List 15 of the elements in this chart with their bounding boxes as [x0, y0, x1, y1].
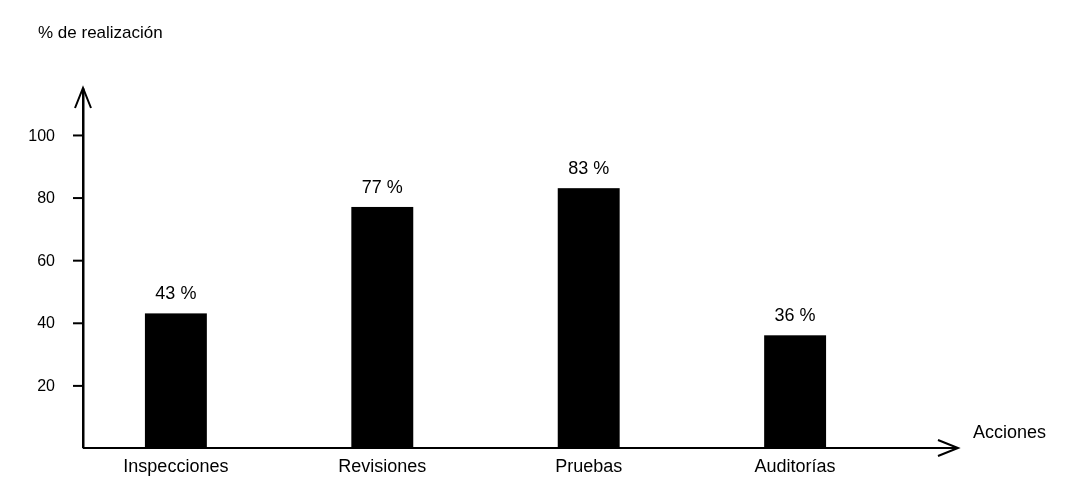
x-axis-title: Acciones — [973, 422, 1047, 442]
x-tick-label: Pruebas — [555, 456, 623, 476]
y-tick-label: 20 — [37, 377, 56, 395]
data-label: 77 % — [361, 176, 403, 197]
y-tick-label: 80 — [37, 189, 56, 207]
y-axis-title: % de realización — [38, 23, 163, 42]
y-tick-label: 60 — [37, 251, 56, 269]
x-tick-label: Inspecciones — [123, 456, 229, 476]
data-label: 43 % — [155, 283, 197, 304]
x-tick-label: Auditorías — [754, 456, 836, 476]
y-tick-label: 40 — [37, 314, 56, 332]
y-tick-label: 100 — [28, 126, 56, 144]
data-label: 36 % — [774, 305, 816, 326]
x-tick-label: Revisiones — [338, 456, 427, 476]
data-label: 83 % — [568, 158, 610, 179]
